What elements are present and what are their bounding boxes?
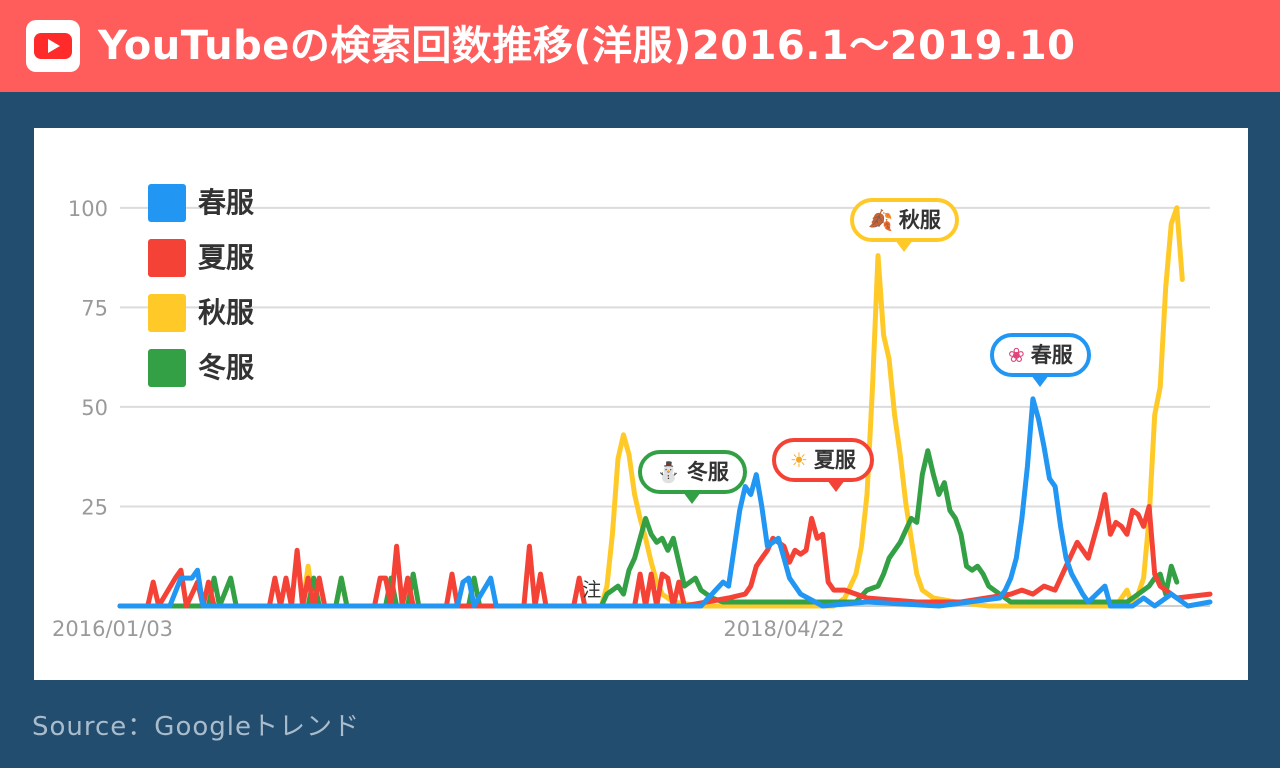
legend-swatch-summer bbox=[148, 239, 186, 277]
legend-swatch-spring bbox=[148, 184, 186, 222]
chart-panel: 25 50 75 100 2016/01/03 2018/04/22 注 春服 夏服 秋服 … bbox=[34, 128, 1248, 680]
y-tick-label: 25 bbox=[81, 495, 108, 519]
sun-icon: ☀ bbox=[790, 448, 808, 472]
x-tick-label: 2018/04/22 bbox=[723, 617, 844, 641]
source-note: Source：Googleトレンド bbox=[32, 712, 360, 742]
page-title: YouTubeの検索回数推移(洋服)2016.1〜2019.10 bbox=[98, 23, 1076, 69]
legend-label-autumn: 秋服 bbox=[198, 296, 255, 329]
callout-label-spring: 春服 bbox=[1030, 343, 1073, 367]
callout-autumn: 🍂 秋服 bbox=[850, 198, 959, 252]
x-tick-label: 2016/01/03 bbox=[52, 617, 173, 641]
callout-summer: ☀ 夏服 bbox=[772, 438, 874, 492]
callout-spring: ❀ 春服 bbox=[990, 333, 1091, 387]
legend-swatch-autumn bbox=[148, 294, 186, 332]
y-tick-label: 100 bbox=[68, 197, 108, 221]
snowman-icon: ⛄ bbox=[656, 460, 681, 484]
legend-label-spring: 春服 bbox=[198, 186, 255, 219]
cherry-blossom-icon: ❀ bbox=[1008, 343, 1025, 367]
y-tick-label: 75 bbox=[81, 296, 108, 320]
series-line-spring bbox=[117, 396, 1213, 609]
series-line-summer bbox=[117, 492, 1213, 609]
autumn-leaves-icon: 🍂 bbox=[868, 208, 893, 232]
callout-label-autumn: 秋服 bbox=[898, 208, 941, 232]
legend-label-summer: 夏服 bbox=[198, 241, 255, 274]
legend-label-winter: 冬服 bbox=[198, 351, 255, 384]
callout-winter: ⛄ 冬服 bbox=[638, 450, 747, 504]
y-tick-label: 50 bbox=[81, 396, 108, 420]
series-line-winter bbox=[117, 448, 1180, 609]
callout-label-summer: 夏服 bbox=[813, 448, 856, 472]
youtube-play-icon bbox=[26, 20, 80, 72]
legend-swatch-winter bbox=[148, 349, 186, 387]
callout-label-winter: 冬服 bbox=[686, 460, 729, 484]
line-chart: 25 50 75 100 2016/01/03 2018/04/22 注 bbox=[52, 197, 1213, 641]
note-mark: 注 bbox=[582, 579, 601, 601]
title-bar: YouTubeの検索回数推移(洋服)2016.1〜2019.10 bbox=[0, 0, 1280, 92]
